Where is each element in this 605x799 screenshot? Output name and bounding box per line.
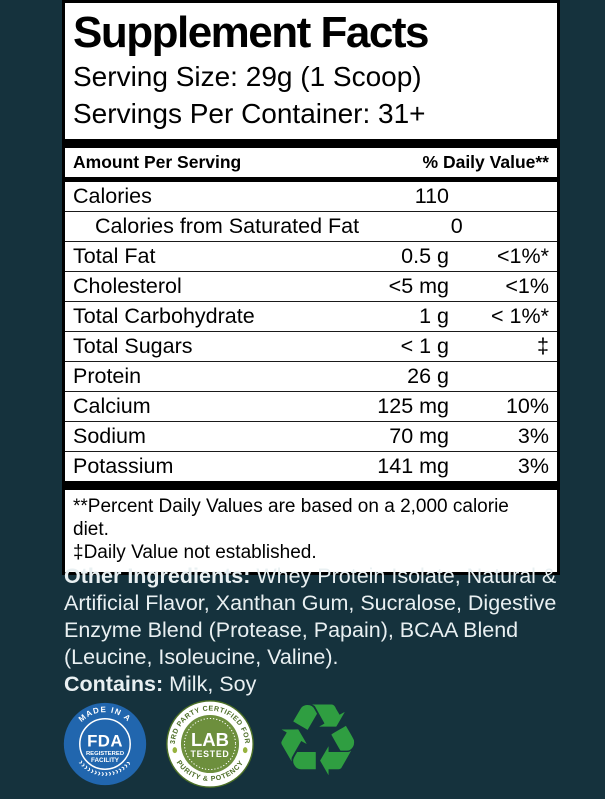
other-ingredients-section: Other Ingredients: Whey Protein Isolate,… [64,563,576,698]
serving-size-line: Serving Size: 29g (1 Scoop) [73,61,422,93]
nutrient-name: Total Fat [73,243,156,268]
table-row: Sodium 70 mg 3% [65,422,557,452]
table-row: Calories from Saturated Fat 0 [65,212,557,242]
other-ingredients-text: Other Ingredients: Whey Protein Isolate,… [64,563,576,671]
nutrient-name: Cholesterol [73,273,182,298]
nutrient-amount: 141 mg [377,453,449,478]
nutrient-name: Calcium [73,393,151,418]
contains-label: Contains: [64,672,164,696]
nutrient-amount: 26 g [407,363,449,388]
table-row: Protein 26 g [65,362,557,392]
lab-tested-badge: 3RD PARTY CERTIFIED FOR PURITY & POTENCY… [166,700,254,788]
nutrient-amount: < 1 g [400,333,449,358]
table-row: Calories 110 [65,182,557,212]
contains-value: Milk, Soy [163,672,257,696]
divider-thick-bottom [65,480,557,490]
nutrient-amount: 110 [414,183,449,208]
other-ingredients-label: Other Ingredients: [64,564,251,588]
nutrient-daily-value: 3% [517,423,549,448]
recycle-icon: ♻ [273,682,363,799]
nutrient-daily-value: <1% [505,273,549,298]
panel-title: Supplement Facts [73,8,429,57]
nutrient-amount: 0.5 g [401,243,449,268]
nutrient-name: Calories from Saturated Fat [95,213,360,238]
nutrient-amount: 1 g [419,303,449,328]
other-ingredients-value: Whey Protein Isolate, Natural & Artifici… [64,564,557,669]
nutrient-daily-value: < 1%* [491,303,549,328]
nutrient-daily-value: <1%* [497,243,549,268]
nutrient-name: Potassium [73,453,174,478]
nutrient-daily-value: 3% [517,453,549,478]
fda-registered-text: REGISTERED [86,751,124,757]
nutrient-daily-value: ‡ [537,333,549,358]
lab-dotted-ring [183,717,237,771]
header-amount-per-serving: Amount Per Serving [73,151,242,172]
table-row: Cholesterol <5 mg <1% [65,272,557,302]
nutrient-amount: <5 mg [388,273,449,298]
lab-leaf-left [172,747,178,754]
table-row: Total Sugars < 1 g ‡ [65,332,557,362]
footnote-dagger: ‡Daily Value not established. [73,541,317,563]
lab-tested-text: TESTED [191,749,230,759]
header-daily-value: % Daily Value** [422,151,549,172]
contains-text: Contains: Milk, Soy [64,671,576,698]
nutrient-name: Total Carbohydrate [73,303,255,328]
nutrient-name: Calories [73,183,152,208]
divider-thick-top [65,138,557,148]
nutrition-table: Calories 110 Calories from Saturated Fat… [65,182,557,481]
fda-registered-facility-badge: MADE IN A ›››››››››››››››› FDA REGISTERE… [63,702,147,786]
nutrient-name: Total Sugars [73,333,193,358]
lab-center-text: LAB [191,729,229,750]
fda-facility-text: FACILITY [91,757,120,764]
lab-badge-disc [180,714,240,774]
certification-badges: MADE IN A ›››››››››››››››› FDA REGISTERE… [63,682,363,799]
table-row: Potassium 141 mg 3% [65,452,557,481]
nutrient-name: Protein [73,363,142,388]
table-row: Total Carbohydrate 1 g < 1%* [65,302,557,332]
nutrient-name: Sodium [73,423,146,448]
nutrient-amount: 0 [450,213,463,238]
lab-leaf-right [242,747,248,754]
fda-center-text: FDA [87,732,123,751]
fda-badge-inner-ring [79,718,131,770]
nutrient-amount: 70 mg [389,423,449,448]
table-row: Calcium 125 mg 10% [65,392,557,422]
footnote-daily-values: **Percent Daily Values are based on a 2,… [73,495,509,540]
nutrient-amount: 125 mg [377,393,449,418]
table-row: Total Fat 0.5 g <1%* [65,242,557,272]
supplement-facts-panel: Supplement Facts Serving Size: 29g (1 Sc… [62,0,560,576]
servings-per-container-line: Servings Per Container: 31+ [73,97,426,129]
table-header-row: Amount Per Serving % Daily Value** [65,148,557,177]
divider-medium-header [65,176,557,182]
nutrient-daily-value: 10% [505,393,549,418]
footnotes: **Percent Daily Values are based on a 2,… [65,490,557,573]
